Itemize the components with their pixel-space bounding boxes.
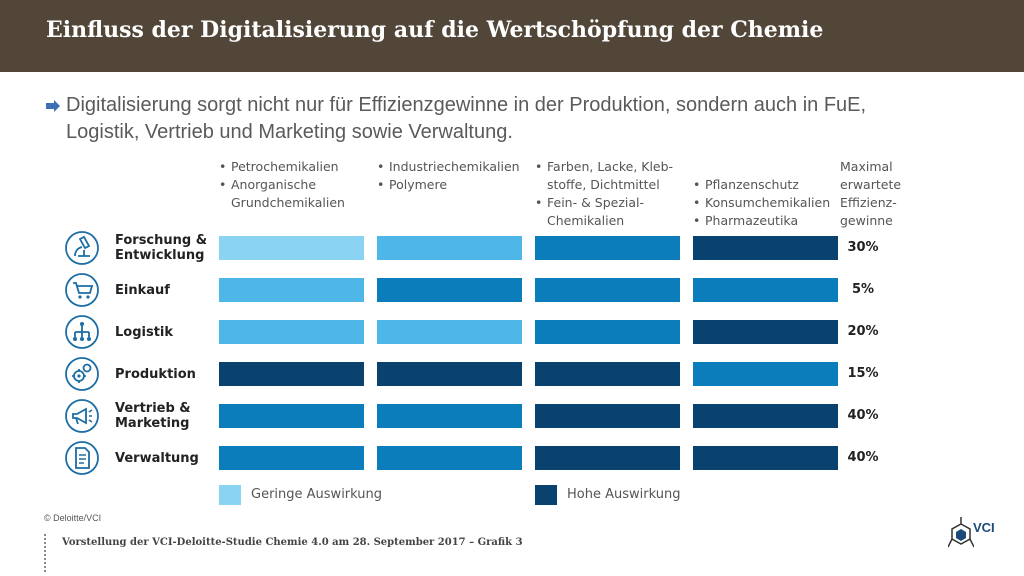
- impact-cell-produktion-petro: [219, 362, 364, 386]
- page-title: Einfluss der Digitalisierung auf die Wer…: [46, 17, 824, 43]
- network-tree-icon: [64, 314, 100, 350]
- column-header-pflanzen: PflanzenschutzKonsumchemikalienPharmazeu…: [693, 176, 830, 230]
- max-gain-fue: 30%: [847, 240, 879, 255]
- impact-cell-fue-industrie: [377, 236, 522, 260]
- title-bar: Einfluss der Digitalisierung auf die Wer…: [0, 0, 1024, 72]
- max-gain-header: Maximal erwartete Effizienz-gewinne: [840, 158, 901, 230]
- impact-cell-logistik-pflanzen: [693, 320, 838, 344]
- legend-label-high: Hohe Auswirkung: [567, 487, 681, 502]
- column-header-line: Grundchemikalien: [231, 195, 345, 210]
- footer-text: Vorstellung der VCI-Deloitte-Studie Chem…: [62, 537, 523, 548]
- shopping-cart-icon: [64, 272, 100, 308]
- impact-cell-fue-farben: [535, 236, 680, 260]
- source-note: © Deloitte/VCI: [44, 513, 102, 523]
- subtitle-line-1: Digitalisierung sorgt nicht nur für Effi…: [66, 94, 867, 116]
- row-label-einkauf: Einkauf: [115, 283, 170, 298]
- impact-cell-einkauf-pflanzen: [693, 278, 838, 302]
- row-label-line: Entwicklung: [115, 248, 205, 263]
- column-header-line: Industriechemikalien: [377, 158, 520, 176]
- impact-cell-fue-petro: [219, 236, 364, 260]
- impact-cell-verwaltung-pflanzen: [693, 446, 838, 470]
- impact-cell-einkauf-farben: [535, 278, 680, 302]
- arrow-bullet-icon: [46, 100, 60, 112]
- column-header-line: Anorganische: [219, 176, 345, 194]
- impact-cell-fue-pflanzen: [693, 236, 838, 260]
- impact-cell-produktion-industrie: [377, 362, 522, 386]
- impact-cell-produktion-pflanzen: [693, 362, 838, 386]
- max-gain-header-line: Maximal: [840, 159, 893, 174]
- row-label-line: Forschung &: [115, 233, 208, 248]
- impact-cell-logistik-industrie: [377, 320, 522, 344]
- column-header-line: Petrochemikalien: [219, 158, 345, 176]
- max-gain-header-line: gewinne: [840, 213, 893, 228]
- row-label-produktion: Produktion: [115, 367, 196, 382]
- impact-cell-produktion-farben: [535, 362, 680, 386]
- max-gain-header-line: erwartete: [840, 177, 902, 192]
- subtitle: Digitalisierung sorgt nicht nur für Effi…: [66, 92, 966, 146]
- gears-icon: [64, 356, 100, 392]
- impact-cell-einkauf-petro: [219, 278, 364, 302]
- column-header-petro: PetrochemikalienAnorganischeGrundchemika…: [219, 158, 345, 212]
- max-gain-logistik: 20%: [847, 324, 879, 339]
- vci-logo: VCI: [947, 516, 1000, 550]
- column-header-line: Chemikalien: [547, 213, 625, 228]
- row-label-line: Vertrieb &: [115, 401, 191, 416]
- column-header-farben: Farben, Lacke, Kleb-stoffe, Dichtmittel F…: [535, 158, 673, 230]
- row-label-line: Logistik: [115, 324, 174, 340]
- subtitle-line-2: Logistik, Vertrieb und Marketing sowie V…: [66, 121, 513, 143]
- row-label-line: Verwaltung: [115, 450, 199, 466]
- max-gain-vertrieb: 40%: [847, 408, 879, 423]
- impact-cell-verwaltung-petro: [219, 446, 364, 470]
- impact-cell-vertrieb-petro: [219, 404, 364, 428]
- max-gain-einkauf: 5%: [851, 282, 875, 297]
- column-header-industrie: IndustriechemikalienPolymere: [377, 158, 520, 194]
- max-gain-header-line: Effizienz-: [840, 195, 897, 210]
- column-header-line: Polymere: [377, 176, 520, 194]
- vci-logo-icon: [947, 517, 975, 548]
- impact-cell-vertrieb-pflanzen: [693, 404, 838, 428]
- impact-cell-logistik-petro: [219, 320, 364, 344]
- column-header-line: Pharmazeutika: [693, 212, 830, 230]
- max-gain-verwaltung: 40%: [847, 450, 879, 465]
- column-header-line: Fein- & Spezial-: [535, 194, 673, 212]
- column-header-line: stoffe, Dichtmittel: [547, 177, 660, 192]
- vci-logo-text: VCI: [973, 520, 995, 535]
- legend-label-low: Geringe Auswirkung: [251, 487, 383, 502]
- impact-cell-verwaltung-industrie: [377, 446, 522, 470]
- row-label-line: Einkauf: [115, 282, 170, 298]
- impact-cell-logistik-farben: [535, 320, 680, 344]
- row-label-line: Marketing: [115, 416, 190, 431]
- impact-cell-einkauf-industrie: [377, 278, 522, 302]
- column-header-line: Pflanzenschutz: [693, 176, 830, 194]
- row-label-line: Produktion: [115, 366, 196, 382]
- impact-cell-vertrieb-farben: [535, 404, 680, 428]
- legend-swatch-low: [219, 485, 241, 505]
- row-label-vertrieb: Vertrieb & Marketing: [115, 401, 191, 431]
- row-label-logistik: Logistik: [115, 325, 173, 340]
- column-header-line: Farben, Lacke, Kleb-: [535, 158, 673, 176]
- footer-divider: [44, 534, 46, 572]
- column-header-line: Konsumchemikalien: [693, 194, 830, 212]
- megaphone-icon: [64, 398, 100, 434]
- microscope-icon: [64, 230, 100, 266]
- row-label-verwaltung: Verwaltung: [115, 451, 199, 466]
- document-icon: [64, 440, 100, 476]
- legend-swatch-high: [535, 485, 557, 505]
- impact-cell-verwaltung-farben: [535, 446, 680, 470]
- max-gain-produktion: 15%: [847, 366, 879, 381]
- row-label-fue: Forschung & Entwicklung: [115, 233, 207, 263]
- impact-cell-vertrieb-industrie: [377, 404, 522, 428]
